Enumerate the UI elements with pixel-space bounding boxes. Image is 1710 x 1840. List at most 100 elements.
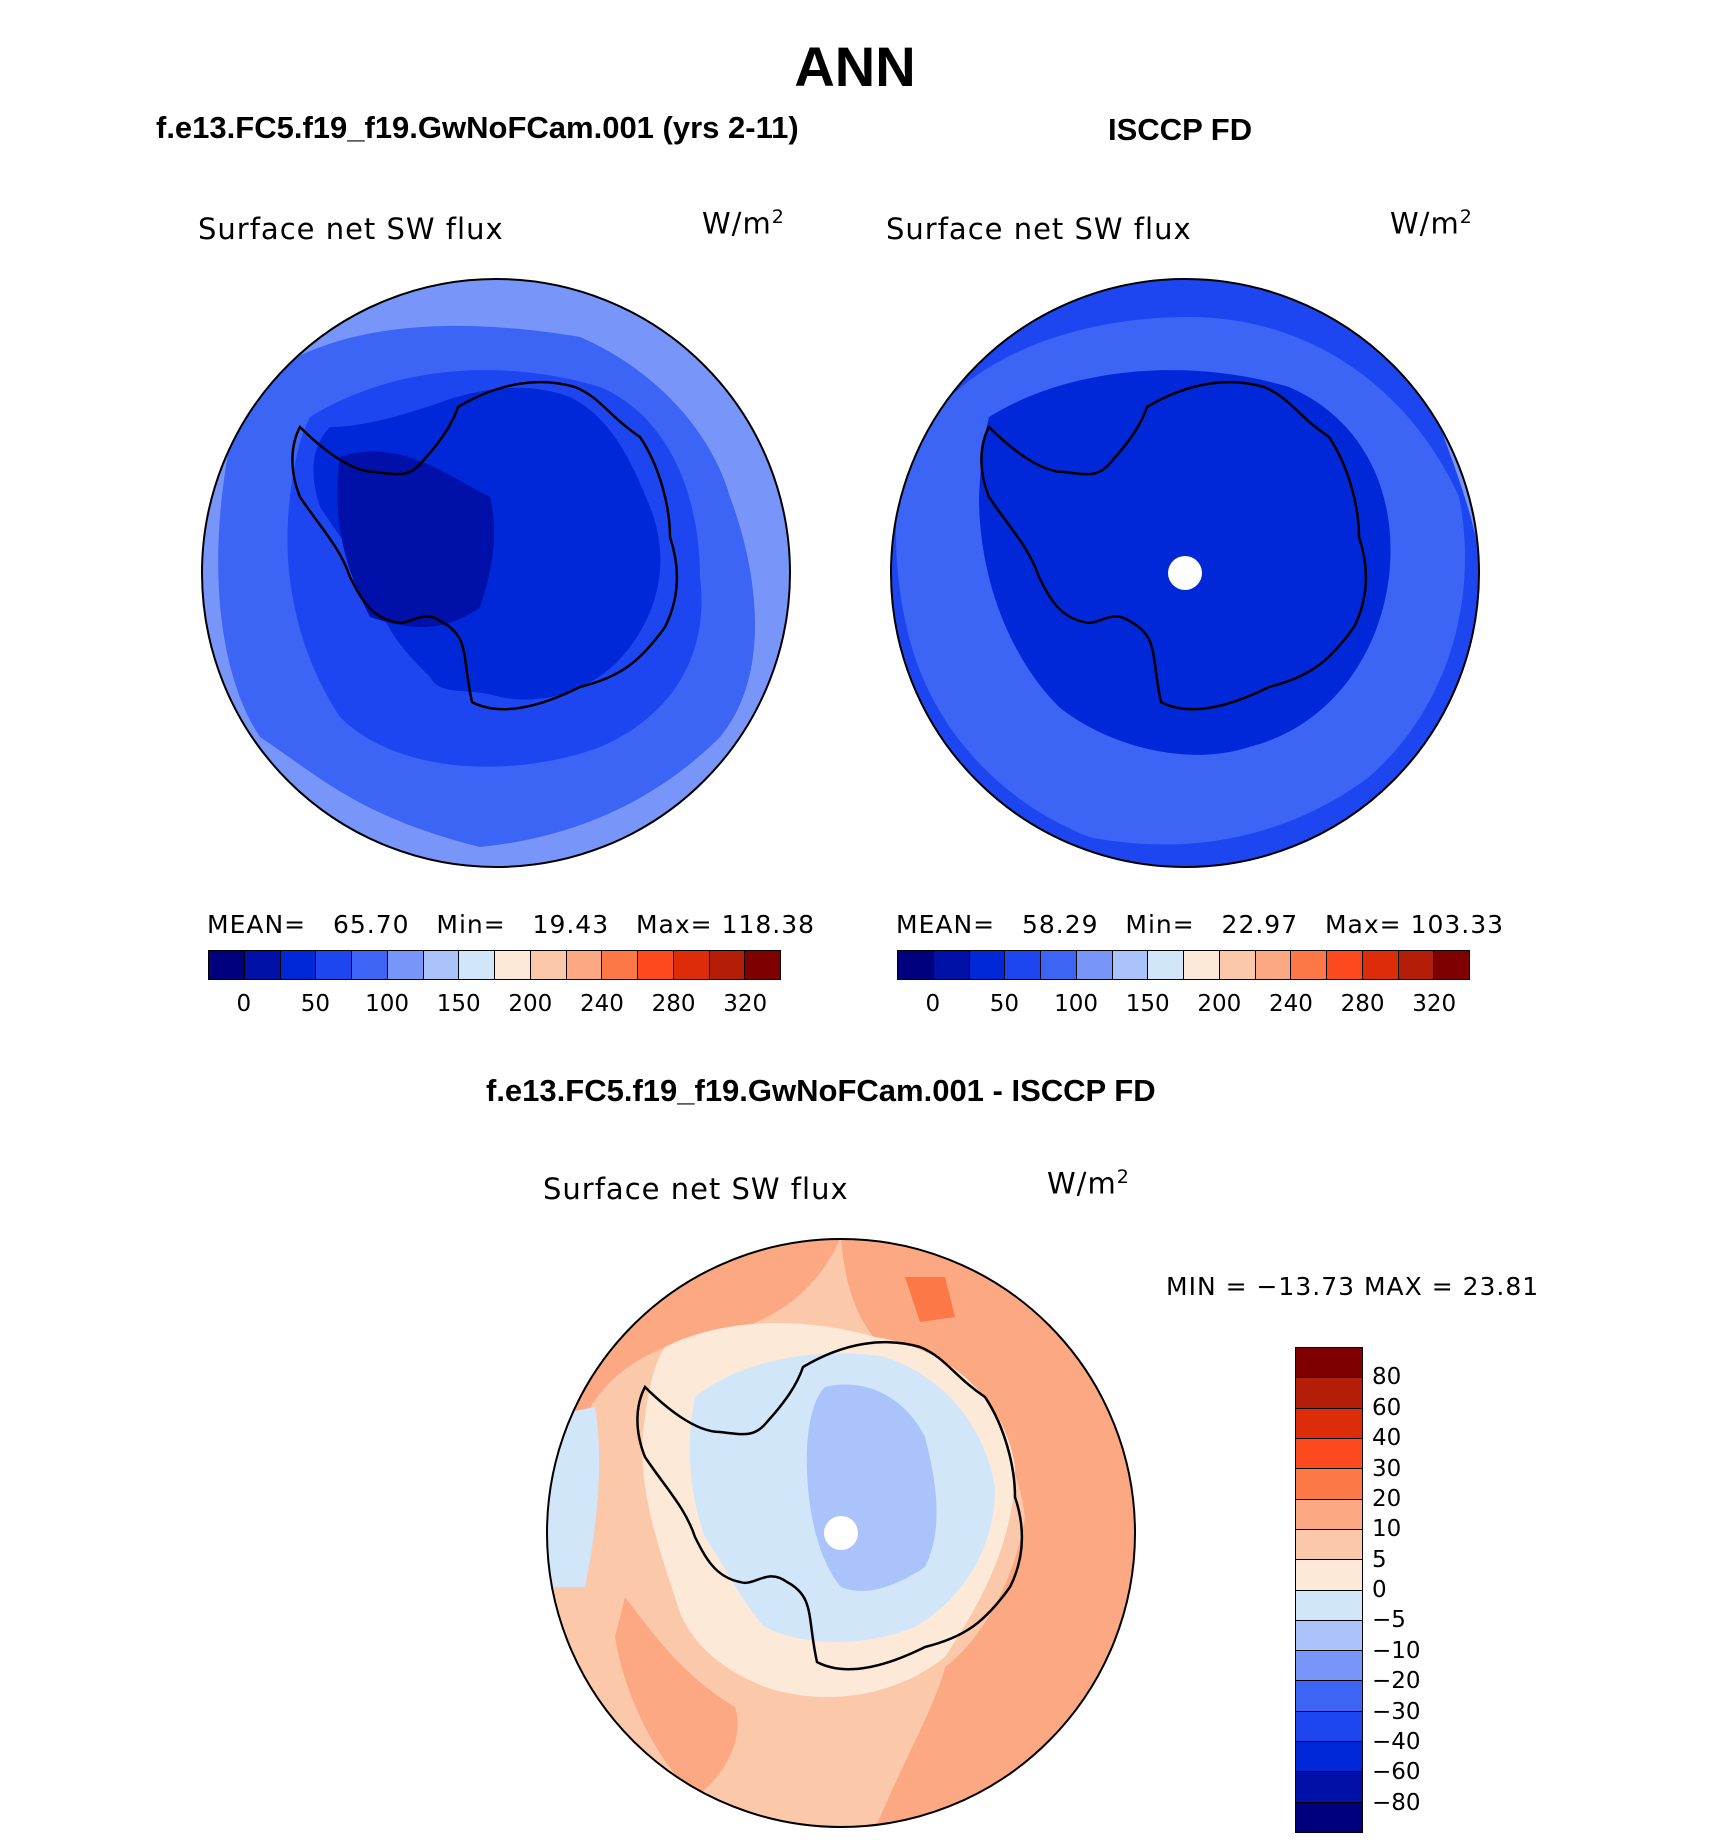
colorbar-swatch	[387, 951, 424, 979]
colorbar-tick-label: −30	[1372, 1698, 1421, 1725]
colorbar-tick-label: 5	[1372, 1546, 1387, 1573]
colorbar-swatch	[1296, 1711, 1362, 1743]
model-colorbar-ticks: 0 50 100 150 200 240 280 320	[208, 991, 781, 1021]
colorbar-swatch	[316, 951, 352, 979]
colorbar-swatch	[898, 951, 934, 979]
colorbar-swatch	[638, 951, 674, 979]
colorbar-swatch	[280, 951, 317, 979]
diff-variable-label: Surface net SW flux	[543, 1172, 849, 1206]
colorbar-tick-label: 150	[436, 991, 481, 1017]
colorbar-tick-label: 320	[1412, 991, 1457, 1017]
colorbar-swatch	[495, 951, 531, 979]
colorbar-swatch	[1296, 1348, 1362, 1379]
colorbar-swatch	[1041, 951, 1077, 979]
colorbar-swatch	[1296, 1499, 1362, 1530]
colorbar-swatch	[1296, 1529, 1362, 1561]
model-colorbar	[208, 950, 781, 980]
colorbar-swatch	[1148, 951, 1184, 979]
colorbar-swatch	[1434, 951, 1469, 979]
colorbar-swatch	[1296, 1772, 1362, 1803]
colorbar-tick-label: 0	[925, 991, 941, 1017]
obs-stats: MEAN= 58.29 Min= 22.97 Max= 103.33	[896, 910, 1505, 939]
obs-colorbar-ticks: 0 50 100 150 200 240 280 320	[897, 991, 1470, 1021]
colorbar-swatch	[602, 951, 638, 979]
colorbar-swatch	[1076, 951, 1113, 979]
colorbar-swatch	[1296, 1651, 1362, 1682]
colorbar-tick-label: 0	[236, 991, 252, 1017]
colorbar-swatch	[969, 951, 1006, 979]
colorbar-tick-label: 240	[1268, 991, 1313, 1017]
colorbar-swatch	[1219, 951, 1256, 979]
colorbar-swatch	[1398, 951, 1435, 979]
colorbar-swatch	[1112, 951, 1149, 979]
model-stats: MEAN= 65.70 Min= 19.43 Max= 118.38	[207, 910, 816, 939]
colorbar-swatch	[244, 951, 281, 979]
colorbar-tick-label: 200	[508, 991, 553, 1017]
colorbar-tick-label: 280	[651, 991, 696, 1017]
colorbar-tick-label: 100	[365, 991, 410, 1017]
obs-polar-map	[890, 278, 1480, 868]
model-units: W/m2	[702, 206, 785, 241]
colorbar-swatch	[933, 951, 970, 979]
model-variable-label: Surface net SW flux	[198, 212, 504, 246]
colorbar-swatch	[352, 951, 388, 979]
colorbar-swatch	[1362, 951, 1399, 979]
colorbar-swatch	[530, 951, 567, 979]
colorbar-tick-label: −20	[1372, 1668, 1421, 1695]
colorbar-swatch	[1296, 1408, 1362, 1439]
colorbar-swatch	[1296, 1438, 1362, 1470]
colorbar-swatch	[459, 951, 495, 979]
colorbar-swatch	[423, 951, 460, 979]
colorbar-tick-label: −60	[1372, 1759, 1421, 1786]
diff-heading: f.e13.FC5.f19_f19.GwNoFCam.001 - ISCCP F…	[486, 1073, 1156, 1108]
colorbar-tick-label: 50	[300, 991, 331, 1017]
colorbar-swatch	[1255, 951, 1292, 979]
colorbar-swatch	[1327, 951, 1363, 979]
obs-units: W/m2	[1390, 206, 1473, 241]
colorbar-tick-label: 100	[1054, 991, 1099, 1017]
diff-minmax: MIN = −13.73 MAX = 23.81	[1166, 1272, 1540, 1301]
model-heading: f.e13.FC5.f19_f19.GwNoFCam.001 (yrs 2-11…	[156, 110, 799, 145]
colorbar-tick-label: −10	[1372, 1637, 1421, 1664]
colorbar-tick-label: 280	[1340, 991, 1385, 1017]
colorbar-swatch	[566, 951, 603, 979]
diff-polar-map	[546, 1238, 1136, 1828]
colorbar-tick-label: −40	[1372, 1728, 1421, 1755]
colorbar-tick-label: 60	[1372, 1394, 1402, 1421]
colorbar-swatch	[1296, 1469, 1362, 1500]
colorbar-tick-label: 240	[579, 991, 624, 1017]
colorbar-tick-label: 150	[1125, 991, 1170, 1017]
colorbar-tick-label: −5	[1372, 1607, 1406, 1634]
colorbar-tick-label: 40	[1372, 1425, 1402, 1452]
diff-units: W/m2	[1047, 1166, 1130, 1201]
colorbar-tick-label: 50	[989, 991, 1020, 1017]
colorbar-tick-label: −80	[1372, 1789, 1421, 1816]
colorbar-swatch	[1296, 1620, 1362, 1652]
obs-heading: ISCCP FD	[1108, 112, 1253, 147]
colorbar-tick-label: 0	[1372, 1577, 1387, 1603]
colorbar-swatch	[1296, 1681, 1362, 1712]
colorbar-swatch	[1296, 1378, 1362, 1409]
colorbar-tick-label: 10	[1372, 1516, 1402, 1543]
colorbar-swatch	[1296, 1742, 1362, 1773]
colorbar-swatch	[209, 951, 245, 979]
colorbar-swatch	[1291, 951, 1327, 979]
colorbar-swatch	[745, 951, 780, 979]
diff-colorbar	[1295, 1347, 1363, 1833]
colorbar-swatch	[673, 951, 710, 979]
colorbar-tick-label: 200	[1197, 991, 1242, 1017]
colorbar-tick-label: 30	[1372, 1455, 1402, 1482]
obs-variable-label: Surface net SW flux	[886, 212, 1192, 246]
colorbar-swatch	[1296, 1590, 1362, 1621]
colorbar-swatch	[1296, 1802, 1362, 1832]
obs-colorbar	[897, 950, 1470, 980]
diff-colorbar-ticks: 80 60 40 30 20 10 5 0 −5 −10 −20 −30 −40 −60 −80	[1372, 1347, 1462, 1833]
model-polar-map	[201, 278, 791, 868]
colorbar-tick-label: 20	[1372, 1485, 1402, 1512]
colorbar-swatch	[1296, 1560, 1362, 1591]
colorbar-swatch	[1184, 951, 1220, 979]
colorbar-swatch	[1005, 951, 1041, 979]
colorbar-swatch	[709, 951, 746, 979]
colorbar-tick-label: 320	[723, 991, 768, 1017]
colorbar-tick-label: 80	[1372, 1364, 1402, 1391]
